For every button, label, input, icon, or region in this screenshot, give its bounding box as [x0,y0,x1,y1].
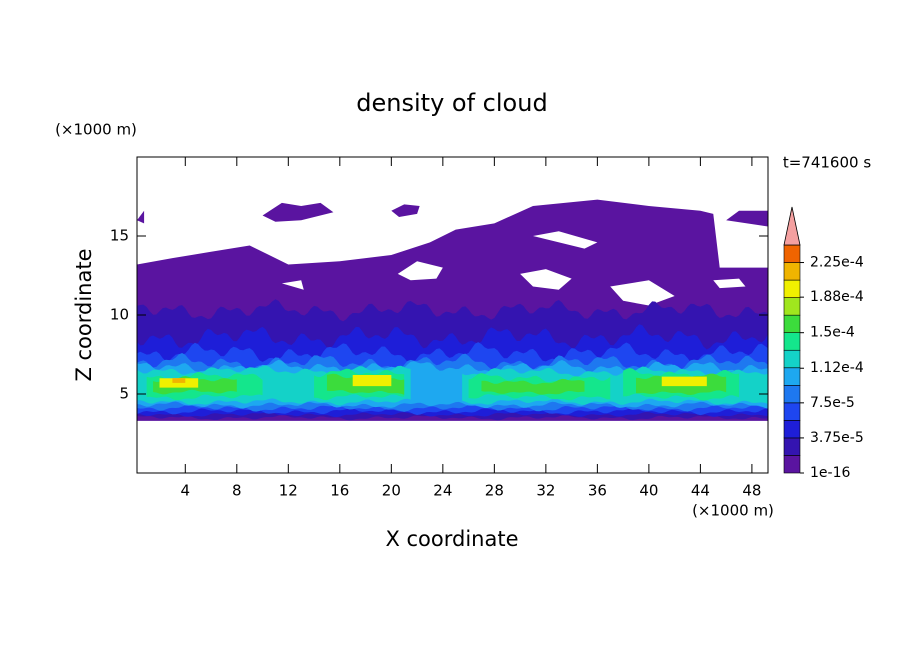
x-tick-label: 28 [485,482,504,500]
x-axis-label: X coordinate [385,527,518,551]
x-tick-label: 36 [588,482,607,500]
colorbar-box [783,367,801,386]
y-unit: (×1000 m) [55,121,137,139]
colorbar-box [783,437,801,456]
colorbar-tick-label: 3.75e-5 [810,430,864,446]
contour-band [137,210,145,224]
x-tick-label: 8 [232,482,242,500]
contour-band [481,378,585,395]
colorbar-tick-label: 1.12e-4 [810,360,864,376]
x-tick-label: 16 [330,482,349,500]
gap [397,261,443,281]
colorbar-tick-label: 1.88e-4 [810,289,864,305]
contour-band [661,376,707,387]
contour-band [172,378,186,383]
x-tick-label: 12 [279,482,298,500]
colorbar-tick-label: 2.25e-4 [810,255,864,271]
x-tick-label: 24 [433,482,452,500]
colorbar-box [783,297,801,316]
y-tick-label: 15 [110,227,129,245]
time-label: t=741600 s [783,154,871,172]
gap [532,231,598,249]
colorbar-tick-label: 1.5e-4 [810,325,855,341]
contour-band [391,204,420,218]
colorbar-box [783,244,801,263]
colorbar-tick-label: 1e-16 [810,465,850,481]
gap [610,280,675,306]
x-tick-label: 40 [639,482,658,500]
x-tick-label: 44 [691,482,710,500]
contour-band [262,202,334,222]
y-axis-label: Z coordinate [72,248,96,381]
field [137,199,768,421]
colorbar-box [783,332,801,351]
colorbar-box [783,385,801,404]
colorbar-box [783,455,801,474]
colorbar-tick-label: 7.5e-5 [810,395,855,411]
y-tick-label: 10 [110,306,129,324]
x-tick-label: 4 [181,482,191,500]
colorbar-box [783,420,801,439]
contour-band [726,210,768,227]
contour-band [352,375,392,387]
x-unit: (×1000 m) [692,502,774,520]
x-tick-label: 20 [382,482,401,500]
chart-title: density of cloud [356,89,547,117]
gap [281,280,304,290]
x-tick-label: 32 [536,482,555,500]
colorbar-box [783,349,801,369]
gap [713,278,746,289]
colorbar-box [783,402,801,421]
x-tick-label: 48 [742,482,761,500]
colorbar-box [783,279,801,298]
gap [520,269,572,290]
y-tick-label: 5 [119,385,129,403]
colorbar-box [783,262,801,281]
colorbar-box [783,314,801,333]
colorbar-extend [783,206,801,246]
